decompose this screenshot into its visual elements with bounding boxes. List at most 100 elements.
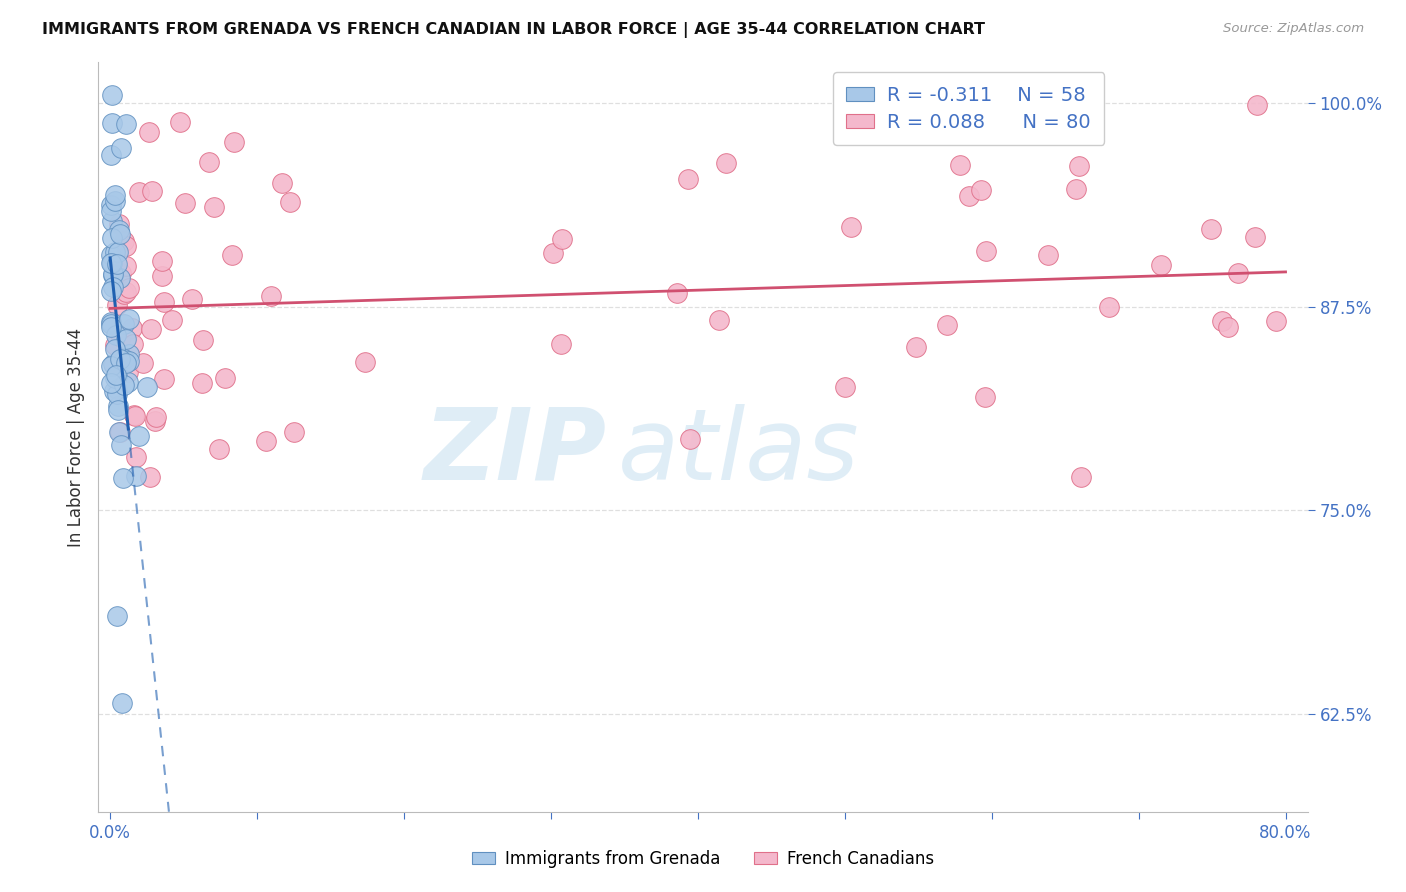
Point [1243, 230, 1265, 244]
Point [100, 320, 122, 334]
Point [107, 218, 129, 232]
Point [111, 696, 134, 710]
Point [112, 234, 135, 248]
Point [1067, 159, 1090, 173]
Point [976, 244, 998, 258]
Point [970, 182, 993, 196]
Point [105, 257, 128, 271]
Point [112, 286, 135, 301]
Point [117, 375, 139, 389]
Point [107, 244, 129, 259]
Point [132, 356, 155, 370]
Point [110, 140, 132, 154]
Point [676, 172, 699, 186]
Point [839, 220, 862, 235]
Point [103, 280, 125, 294]
Point [112, 356, 135, 370]
Point [1070, 470, 1092, 484]
Point [112, 471, 135, 485]
Point [834, 379, 856, 393]
Point [104, 188, 127, 202]
Point [150, 254, 173, 268]
Point [110, 266, 132, 280]
Point [100, 248, 122, 262]
Point [101, 231, 124, 245]
Point [124, 409, 146, 424]
Point [104, 370, 127, 384]
Point [100, 318, 122, 332]
Point [110, 438, 132, 452]
Point [108, 223, 131, 237]
Point [105, 298, 128, 312]
Point [105, 387, 128, 401]
Point [100, 255, 122, 269]
Point [105, 382, 128, 396]
Point [100, 285, 122, 299]
Point [121, 321, 143, 335]
Point [108, 271, 131, 285]
Point [101, 214, 124, 228]
Point [115, 356, 138, 370]
Point [665, 286, 688, 301]
Point [135, 380, 157, 394]
Point [100, 198, 122, 212]
Point [353, 355, 375, 369]
Point [957, 189, 980, 203]
Point [103, 194, 125, 208]
Point [125, 450, 148, 464]
Point [115, 285, 138, 299]
Point [104, 342, 127, 356]
Text: atlas: atlas [619, 403, 860, 500]
Point [103, 358, 125, 372]
Point [118, 347, 141, 361]
Point [108, 425, 131, 439]
Legend: Immigrants from Grenada, French Canadians: Immigrants from Grenada, French Canadian… [465, 844, 941, 875]
Point [1246, 97, 1268, 112]
Point [117, 365, 139, 379]
Point [214, 371, 236, 385]
Point [949, 158, 972, 172]
Point [100, 116, 122, 130]
Point [100, 256, 122, 270]
Point [936, 318, 959, 333]
Point [254, 434, 277, 448]
Point [139, 470, 162, 484]
Point [114, 239, 136, 253]
Point [1211, 314, 1233, 328]
Point [108, 227, 131, 241]
Point [105, 328, 128, 343]
Point [107, 402, 129, 417]
Point [100, 315, 122, 329]
Point [100, 88, 122, 103]
Point [139, 322, 162, 336]
Point [169, 115, 191, 129]
Point [122, 337, 145, 351]
Point [679, 432, 702, 446]
Point [202, 200, 225, 214]
Point [103, 268, 125, 282]
Point [278, 194, 301, 209]
Point [100, 148, 122, 162]
Point [153, 295, 176, 310]
Point [115, 332, 138, 346]
Point [107, 608, 129, 623]
Point [110, 425, 132, 439]
Text: IMMIGRANTS FROM GRENADA VS FRENCH CANADIAN IN LABOR FORCE | AGE 35-44 CORRELATIO: IMMIGRANTS FROM GRENADA VS FRENCH CANADI… [42, 22, 986, 38]
Point [143, 414, 166, 428]
Point [1199, 222, 1222, 236]
Point [973, 390, 995, 404]
Point [100, 203, 122, 218]
Point [128, 185, 150, 199]
Point [125, 469, 148, 483]
Point [905, 340, 928, 354]
Point [1038, 248, 1060, 262]
Point [191, 376, 214, 390]
Point [112, 377, 135, 392]
Point [541, 246, 564, 260]
Point [198, 154, 221, 169]
Point [150, 269, 173, 284]
Point [714, 156, 737, 170]
Point [108, 352, 131, 367]
Point [103, 357, 125, 371]
Point [124, 408, 146, 422]
